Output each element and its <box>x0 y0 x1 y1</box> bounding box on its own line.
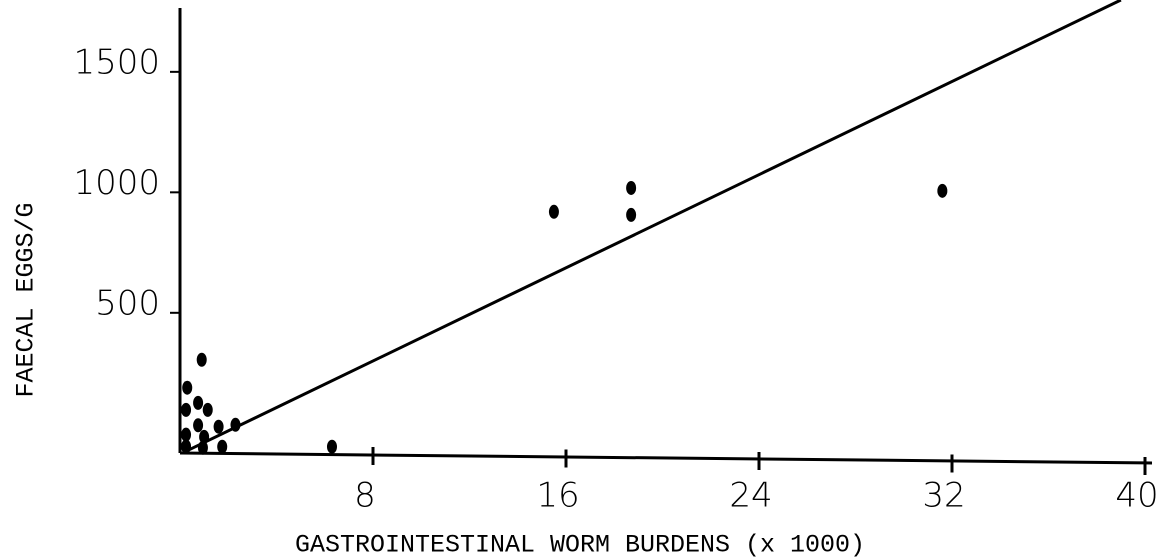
data-point <box>193 418 204 433</box>
data-point <box>193 395 204 410</box>
data-point <box>937 183 948 198</box>
data-point <box>326 439 337 454</box>
fit-line <box>184 0 1122 454</box>
y-tick-label: 1500 <box>73 42 160 82</box>
data-point <box>217 439 228 454</box>
y-axis-title: FAECAL EGGS/G <box>12 202 41 397</box>
x-axis-title: GASTROINTESTINAL WORM BURDENS (x 1000) <box>295 531 865 560</box>
x-tick-label: 24 <box>729 476 772 516</box>
x-tick-label: 16 <box>536 476 579 516</box>
x-tick-label: 8 <box>354 476 376 516</box>
x-tick-label: 32 <box>922 476 965 516</box>
data-point <box>181 402 192 417</box>
data-point <box>202 402 213 417</box>
data-point <box>196 352 207 367</box>
data-point <box>626 207 637 222</box>
x-tick-label: 40 <box>1115 476 1158 516</box>
data-point <box>213 419 224 434</box>
data-point <box>181 427 192 442</box>
y-tick-label: 1000 <box>73 163 160 203</box>
x-axis <box>179 451 1153 465</box>
y-tick-label: 500 <box>95 283 160 323</box>
data-point <box>626 180 637 195</box>
data-point <box>548 204 559 219</box>
data-point <box>182 380 193 395</box>
